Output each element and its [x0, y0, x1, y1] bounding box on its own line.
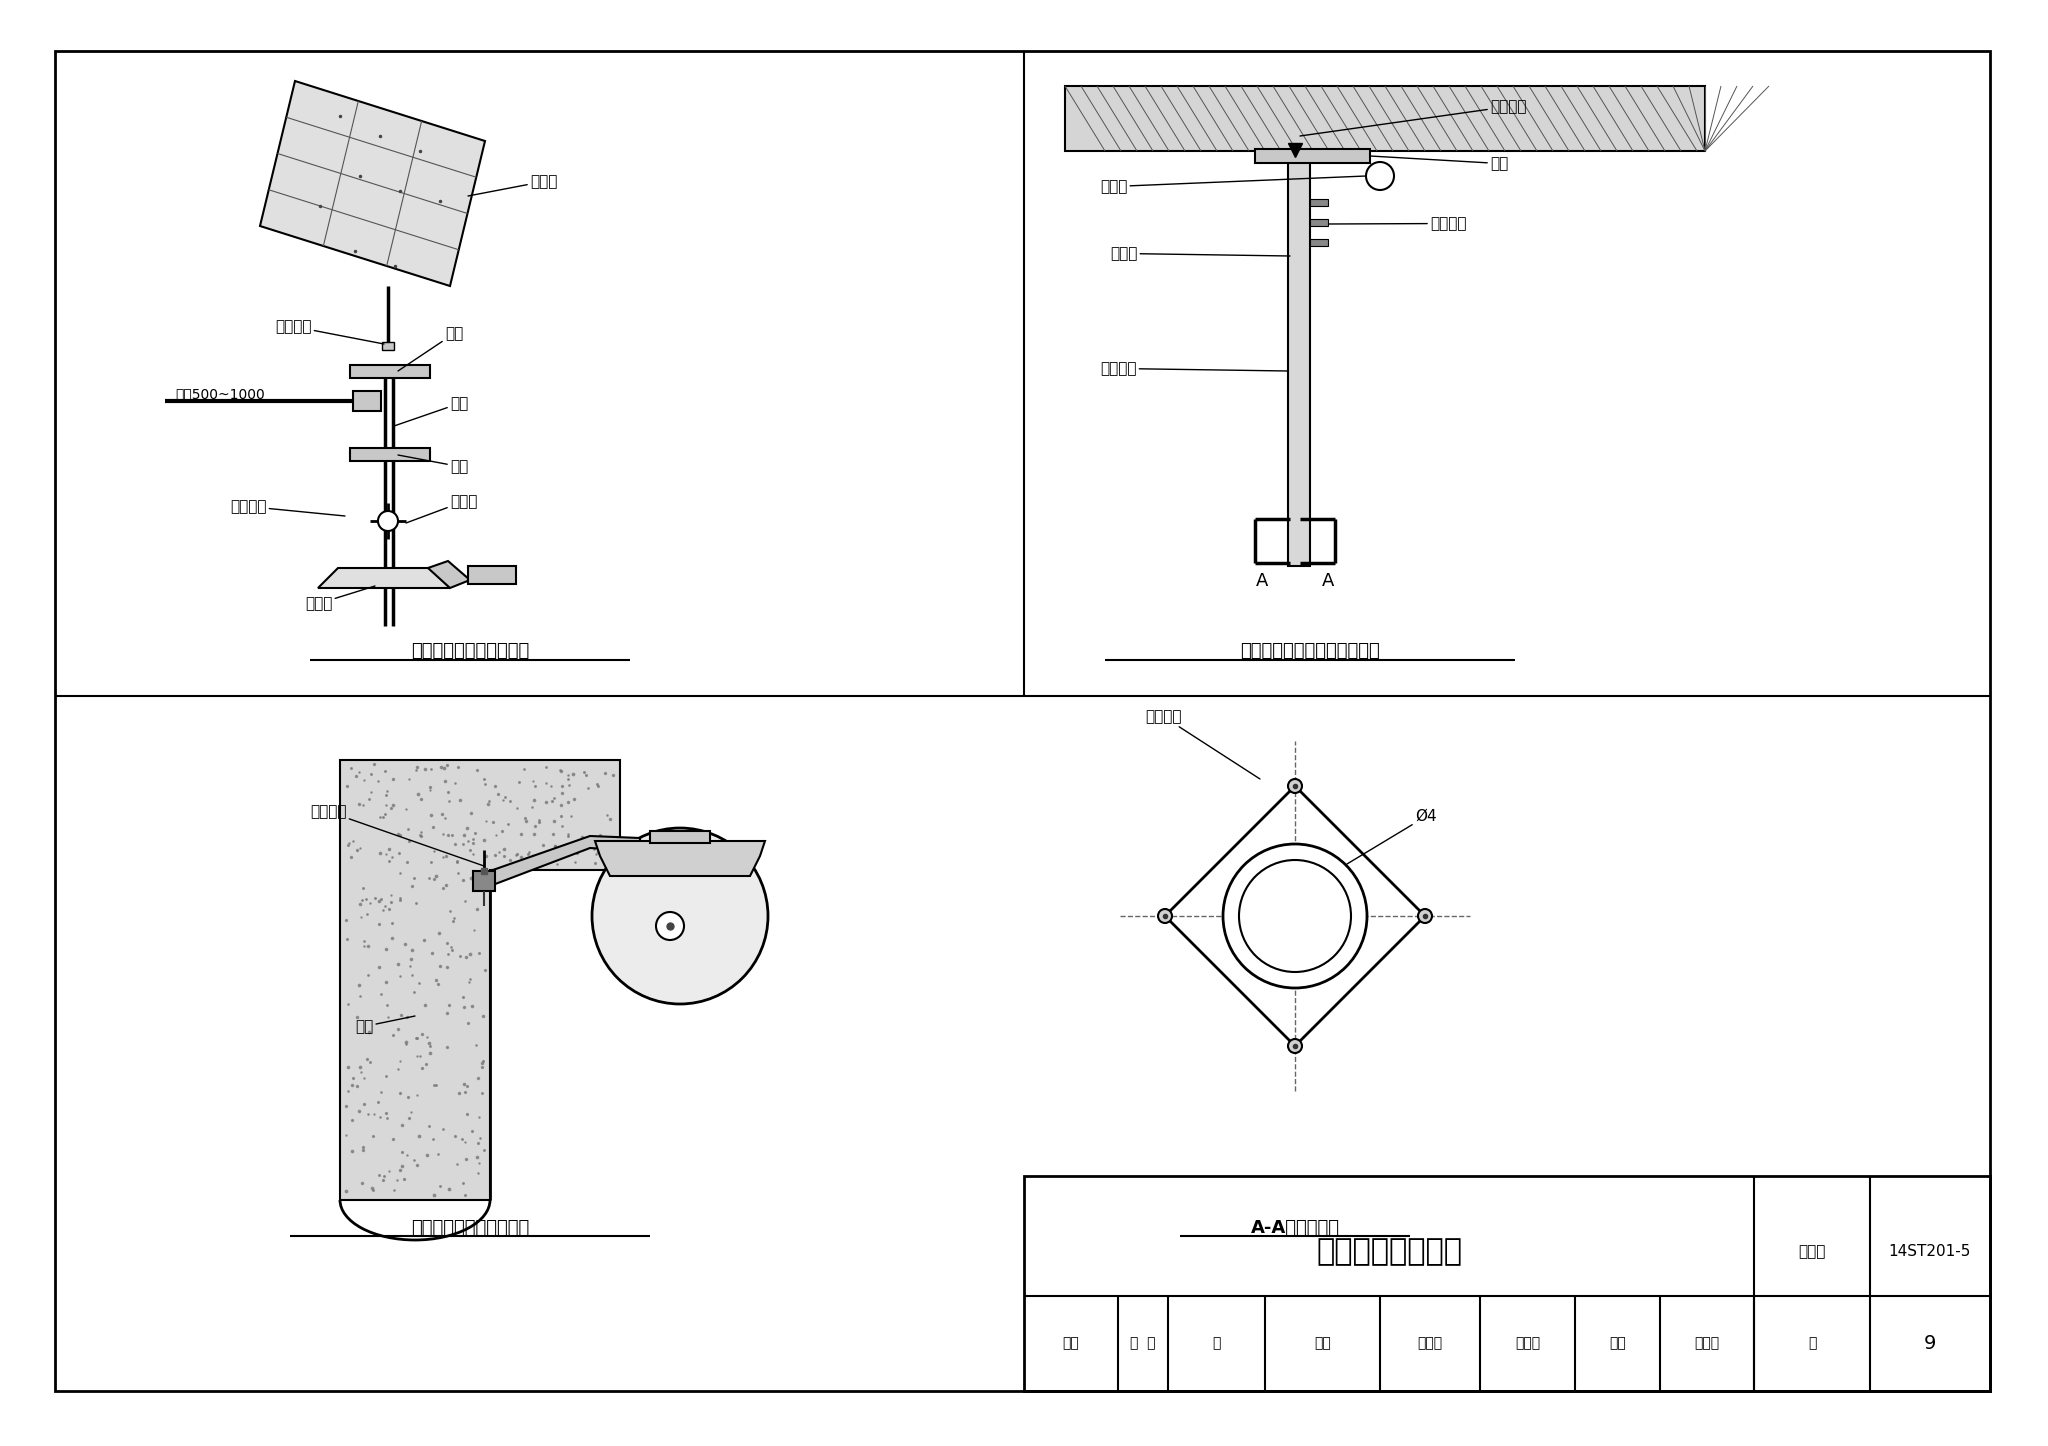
- Bar: [352, 390, 381, 411]
- Circle shape: [379, 510, 397, 531]
- Bar: [1024, 1176, 1991, 1391]
- Text: 室内摄像机安装图: 室内摄像机安装图: [1317, 1236, 1462, 1265]
- Text: 球型摄像机安装侧立面图: 球型摄像机安装侧立面图: [412, 1219, 528, 1236]
- Bar: [350, 364, 430, 377]
- Text: 预留500~1000: 预留500~1000: [174, 388, 264, 401]
- Text: 审核: 审核: [1063, 1336, 1079, 1351]
- Circle shape: [1239, 860, 1352, 972]
- Text: 安装法兰: 安装法兰: [1145, 709, 1260, 779]
- Text: 张晓坡: 张晓坡: [1417, 1336, 1442, 1351]
- Bar: [469, 565, 516, 584]
- Text: 顶固螺丝: 顶固螺丝: [1327, 215, 1466, 231]
- Bar: [1311, 239, 1327, 246]
- Text: 摄像机吊杆安装正立面图: 摄像机吊杆安装正立面图: [412, 642, 528, 659]
- Text: A: A: [1321, 573, 1333, 590]
- Text: 结构体: 结构体: [469, 174, 557, 197]
- Circle shape: [1288, 1040, 1303, 1053]
- Text: 摄像机: 摄像机: [305, 586, 375, 612]
- Text: 图集号: 图集号: [1798, 1244, 1825, 1259]
- Circle shape: [1288, 779, 1303, 792]
- Polygon shape: [489, 836, 639, 886]
- Polygon shape: [260, 81, 485, 286]
- Circle shape: [1157, 910, 1171, 923]
- Polygon shape: [340, 761, 621, 1200]
- Polygon shape: [317, 568, 451, 589]
- Bar: [473, 870, 496, 891]
- Bar: [1288, 150, 1311, 565]
- Text: 茂: 茂: [1212, 1336, 1221, 1351]
- Bar: [1311, 200, 1327, 205]
- Bar: [1065, 85, 1706, 150]
- Polygon shape: [1165, 787, 1425, 1045]
- Text: 走线孔: 走线孔: [1100, 176, 1366, 194]
- Text: 吊杆: 吊杆: [393, 396, 469, 427]
- Text: 王  磊: 王 磊: [1130, 1336, 1155, 1351]
- Text: A: A: [1255, 573, 1268, 590]
- Text: 可调节杆: 可调节杆: [1100, 362, 1288, 376]
- Bar: [1311, 218, 1327, 226]
- Text: 页: 页: [1808, 1336, 1817, 1351]
- Text: 固定杆: 固定杆: [1110, 246, 1290, 260]
- Bar: [350, 448, 430, 461]
- Text: 刘世杰: 刘世杰: [1694, 1336, 1720, 1351]
- Text: Ø4: Ø4: [1348, 808, 1436, 865]
- Text: 14ST201-5: 14ST201-5: [1888, 1244, 1970, 1259]
- Circle shape: [592, 829, 768, 1004]
- Bar: [1255, 149, 1370, 163]
- Text: 缪晓彬: 缪晓彬: [1516, 1336, 1540, 1351]
- Text: 膨胀螺栓: 膨胀螺栓: [309, 804, 483, 866]
- Text: 法兰: 法兰: [397, 455, 469, 474]
- Text: A-A剖面放大图: A-A剖面放大图: [1251, 1219, 1339, 1236]
- Text: 设计: 设计: [1610, 1336, 1626, 1351]
- Text: 膨胀螺栓: 膨胀螺栓: [1300, 98, 1526, 136]
- Circle shape: [1223, 844, 1366, 988]
- Circle shape: [1417, 910, 1432, 923]
- Text: 安装螺栓: 安装螺栓: [229, 499, 344, 516]
- Circle shape: [655, 912, 684, 940]
- Circle shape: [1366, 162, 1395, 189]
- Text: 膨胀螺栓: 膨胀螺栓: [274, 320, 385, 344]
- Text: 墙体: 墙体: [354, 1017, 416, 1034]
- Text: 法兰: 法兰: [1370, 156, 1507, 171]
- Text: 9: 9: [1923, 1335, 1935, 1353]
- Text: 万向节: 万向节: [406, 495, 477, 523]
- Polygon shape: [428, 561, 469, 589]
- Bar: [383, 343, 393, 350]
- Text: 固定摄像机吊杆安装正立面图: 固定摄像机吊杆安装正立面图: [1241, 642, 1380, 659]
- Text: 法兰: 法兰: [397, 325, 463, 372]
- Bar: [649, 831, 711, 843]
- Polygon shape: [596, 842, 766, 876]
- Text: 校对: 校对: [1315, 1336, 1331, 1351]
